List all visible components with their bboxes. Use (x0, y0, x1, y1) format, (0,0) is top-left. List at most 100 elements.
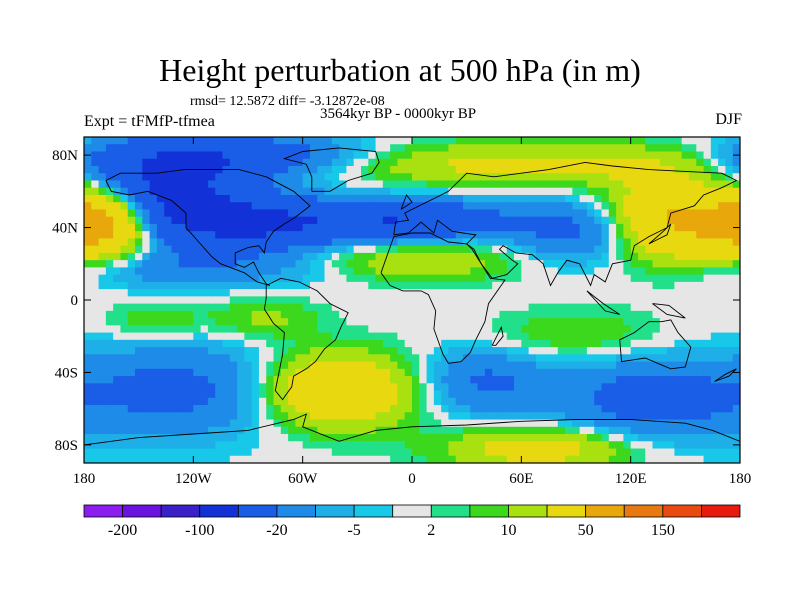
field-cell (302, 397, 311, 406)
field-cell (171, 339, 180, 348)
field-cell (353, 260, 362, 268)
field-cell (302, 426, 311, 435)
field-cell (404, 397, 413, 406)
field-cell (149, 260, 158, 268)
field-cell (339, 165, 347, 174)
field-cell (244, 194, 253, 203)
field-cell (528, 426, 537, 435)
field-cell (251, 448, 260, 457)
field-cell (288, 310, 296, 319)
field-cell (521, 441, 530, 450)
field-cell (156, 441, 165, 450)
field-cell (171, 325, 180, 334)
field-cell (412, 180, 420, 189)
field-cell (404, 441, 413, 450)
field-cell (455, 318, 464, 326)
field-cell (353, 231, 362, 240)
field-cell (455, 260, 464, 268)
field-cell (412, 296, 420, 305)
field-cell (630, 325, 639, 334)
field-cell (331, 441, 340, 450)
field-cell (725, 412, 734, 421)
field-cell (703, 252, 712, 261)
field-cell (718, 332, 727, 341)
field-cell (572, 209, 581, 218)
field-cell (346, 376, 355, 384)
field-cell (616, 405, 624, 413)
field-cell (455, 383, 464, 392)
field-cell (91, 361, 100, 370)
field-cell (339, 390, 347, 399)
field-cell (463, 216, 471, 225)
field-cell (477, 441, 486, 450)
field-cell (127, 267, 136, 276)
field-cell (667, 332, 675, 341)
field-cell (142, 361, 151, 370)
field-cell (419, 158, 428, 167)
field-cell (448, 165, 457, 174)
field-cell (433, 252, 442, 261)
field-cell (244, 405, 253, 413)
field-cell (251, 289, 260, 297)
field-cell (186, 332, 194, 341)
field-cell (127, 347, 136, 355)
field-cell (149, 376, 158, 384)
field-cell (156, 260, 165, 268)
field-cell (499, 405, 508, 413)
field-cell (557, 223, 566, 232)
field-cell (171, 441, 180, 450)
field-cell (659, 151, 668, 160)
field-cell (317, 202, 326, 211)
field-cell (659, 223, 668, 232)
field-cell (674, 318, 683, 326)
field-cell (514, 245, 522, 254)
field-cell (455, 310, 464, 319)
field-cell (674, 361, 683, 370)
field-cell (652, 339, 661, 348)
field-cell (98, 412, 107, 421)
field-cell (273, 180, 282, 189)
field-cell (91, 180, 100, 189)
field-cell (616, 281, 624, 290)
field-cell (222, 347, 231, 355)
field-cell (120, 441, 129, 450)
field-cell (251, 180, 260, 189)
field-cell (324, 158, 333, 167)
field-cell (506, 332, 515, 341)
field-cell (477, 376, 486, 384)
field-cell (91, 238, 100, 247)
field-cell (652, 274, 661, 283)
field-cell (616, 441, 624, 450)
field-cell (84, 245, 92, 254)
field-cell (630, 332, 639, 341)
field-cell (688, 310, 697, 319)
field-cell (193, 310, 202, 319)
field-cell (623, 441, 632, 450)
field-cell (492, 202, 501, 211)
field-cell (229, 296, 238, 305)
field-cell (732, 339, 740, 348)
field-cell (674, 390, 683, 399)
field-cell (164, 202, 173, 211)
field-cell (681, 209, 690, 218)
field-cell (732, 202, 740, 211)
field-cell (667, 252, 675, 261)
field-cell (579, 332, 588, 341)
field-cell (288, 165, 296, 174)
field-cell (455, 238, 464, 247)
field-cell (324, 448, 333, 457)
field-cell (302, 318, 311, 326)
field-cell (594, 455, 603, 463)
field-cell (193, 412, 202, 421)
field-cell (229, 238, 238, 247)
field-cell (710, 252, 719, 261)
field-cell (586, 144, 595, 153)
field-cell (514, 216, 522, 225)
field-cell (550, 231, 559, 240)
field-cell (696, 448, 705, 457)
field-cell (382, 339, 391, 348)
field-cell (229, 397, 238, 406)
field-cell (171, 412, 180, 421)
field-cell (266, 397, 275, 406)
field-cell (171, 260, 180, 268)
